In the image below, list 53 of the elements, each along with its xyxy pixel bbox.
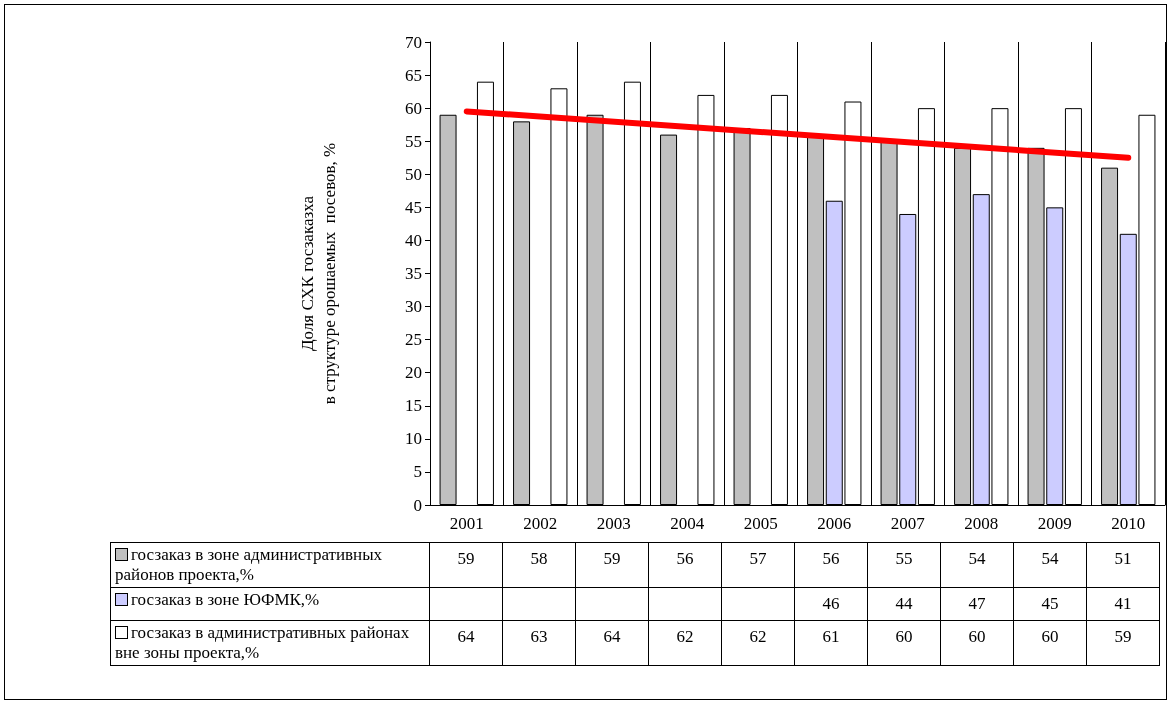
data-label: 60 [867, 620, 941, 666]
y-tick-label: 5 [413, 462, 422, 482]
data-label: 46 [794, 587, 868, 621]
y-tick-label: 20 [405, 363, 422, 383]
data-label: 60 [940, 620, 1014, 666]
y-tick-label: 45 [405, 197, 422, 217]
x-tick-label: 2003 [596, 514, 631, 533]
data-label: 63 [502, 620, 576, 666]
data-label: 62 [648, 620, 722, 666]
data-label: 55 [867, 542, 941, 588]
y-tick-label: 10 [405, 429, 422, 449]
x-tick-label: 2006 [817, 514, 852, 533]
y-tick-label: 35 [405, 264, 422, 283]
data-label: 64 [575, 620, 649, 666]
x-tick-label: 2002 [523, 514, 558, 533]
x-tick-label: 2009 [1037, 514, 1072, 533]
data-label: 41 [1086, 587, 1160, 621]
data-label: 54 [940, 542, 1014, 588]
data-label: 60 [1013, 620, 1087, 666]
data-label: 59 [575, 542, 649, 588]
data-label: 51 [1086, 542, 1160, 588]
y-tick-label: 50 [405, 164, 422, 184]
data-label: 54 [1013, 542, 1087, 588]
y-tick-label: 15 [405, 396, 422, 416]
y-tick-label: 70 [405, 32, 422, 52]
x-tick-label: 2001 [449, 514, 484, 533]
data-label: 59 [1086, 620, 1160, 666]
legend-label: госзаказ в административных районах вне зоны проекта,% [110, 620, 430, 666]
y-tick-label: 55 [405, 131, 422, 151]
data-label: 59 [429, 542, 503, 588]
x-tick-label: 2008 [964, 514, 999, 533]
data-label: 62 [721, 620, 795, 666]
data-label: 56 [794, 542, 868, 588]
x-tick-label: 2007 [890, 514, 926, 533]
data-label: 58 [502, 542, 576, 588]
y-tick-label: 25 [405, 330, 422, 350]
data-label: 44 [867, 587, 941, 621]
data-label: 64 [429, 620, 503, 666]
data-label: 57 [721, 542, 795, 588]
data-label: 45 [1013, 587, 1087, 621]
y-tick-label: 60 [405, 98, 422, 118]
y-tick-label: 0 [413, 495, 422, 515]
y-tick-label: 40 [405, 230, 422, 250]
data-label: 47 [940, 587, 1014, 621]
legend-label: госзаказ в зоне ЮФМК,% [110, 587, 430, 621]
y-axis-title: Доля СХК госзаказха в структуре орошаемых посевов, % [297, 142, 339, 405]
data-label: 56 [648, 542, 722, 588]
x-tick-label: 2010 [1111, 514, 1146, 533]
y-tick-label: 30 [405, 297, 422, 317]
x-tick-label: 2005 [743, 514, 778, 533]
data-label: 61 [794, 620, 868, 666]
x-tick-label: 2004 [670, 514, 705, 533]
y-tick-label: 65 [405, 65, 422, 85]
